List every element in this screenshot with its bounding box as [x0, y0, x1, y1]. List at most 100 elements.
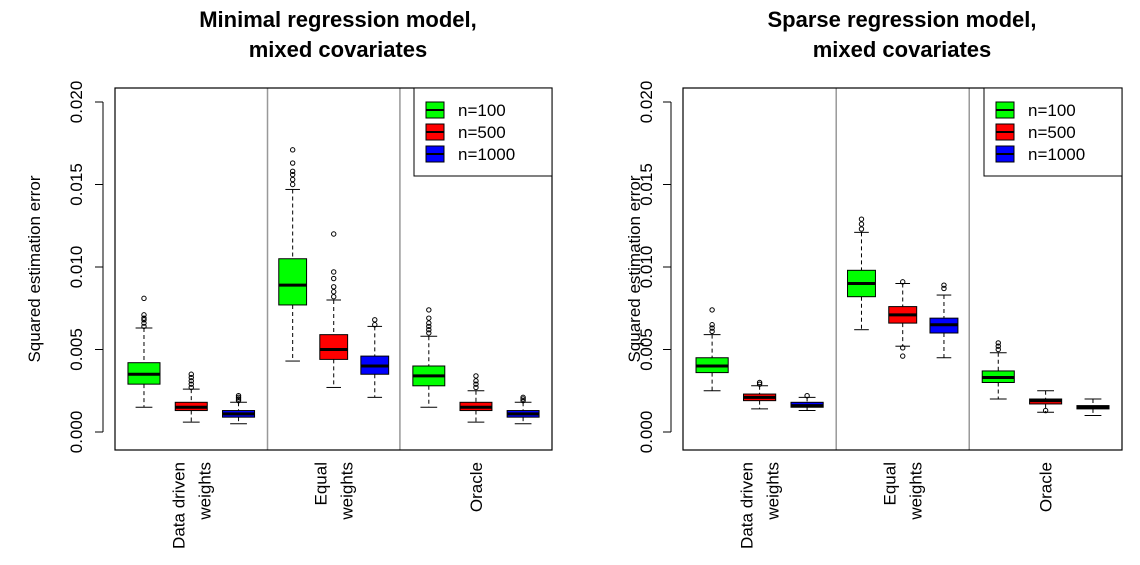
chart-title-line: mixed covariates	[249, 37, 428, 62]
outlier-point	[858, 226, 865, 232]
x-group-label: weights	[907, 462, 926, 521]
outlier-point	[520, 397, 526, 404]
outlier-point	[289, 171, 296, 178]
plot-frame	[682, 87, 1123, 451]
legend-label: n=500	[1028, 123, 1076, 142]
outlier-point	[426, 330, 432, 336]
outlier-point	[1042, 407, 1049, 414]
outlier-point	[289, 160, 296, 166]
box-n500	[1029, 390, 1063, 414]
outlier-point	[900, 279, 906, 285]
box-n1000	[790, 393, 824, 412]
y-tick-label: 0.000	[67, 411, 86, 454]
outlier-point	[331, 231, 337, 237]
outlier-point	[426, 307, 432, 313]
outlier-point	[141, 295, 147, 302]
outlier-point	[188, 371, 194, 377]
outlier-point	[235, 396, 242, 402]
chart-title-line: mixed covariates	[813, 37, 992, 62]
outlier-point	[900, 353, 906, 359]
box-n500	[174, 371, 208, 423]
box-n100	[847, 216, 876, 331]
box-n1000	[506, 394, 540, 425]
outlier-point	[331, 294, 337, 300]
outlier-point	[141, 320, 147, 326]
outlier-point	[941, 285, 947, 292]
outlier-point	[995, 340, 1001, 346]
x-group-label: weights	[338, 462, 357, 521]
box-n100	[127, 295, 161, 408]
outlier-point	[709, 322, 715, 328]
outlier-point	[289, 168, 296, 175]
outlier-point	[520, 394, 526, 401]
outlier-point	[235, 397, 242, 404]
box-n500	[888, 279, 918, 359]
box-n500	[319, 231, 349, 388]
x-group-label: weights	[195, 462, 214, 521]
outlier-point	[188, 374, 194, 381]
outlier-point	[188, 378, 194, 384]
y-axis-label: Squared estimation error	[25, 175, 44, 362]
outlier-point	[331, 275, 337, 282]
legend-label: n=100	[458, 101, 506, 120]
outlier-point	[235, 394, 242, 401]
chart-title-line: Sparse regression model,	[768, 7, 1037, 32]
box-n1000	[222, 393, 256, 425]
y-tick-label: 0.005	[637, 328, 656, 371]
outlier-point	[289, 147, 296, 153]
outlier-point	[900, 345, 906, 351]
box-n500	[743, 379, 777, 410]
box-n1000	[360, 317, 390, 398]
y-tick-label: 0.000	[637, 411, 656, 454]
outlier-point	[331, 289, 337, 295]
outlier-point	[141, 317, 147, 323]
chart-title-line: Minimal regression model,	[199, 7, 477, 32]
x-group-label: Data driven	[169, 462, 188, 549]
outlier-point	[473, 381, 479, 387]
box-n100	[412, 307, 446, 408]
legend-label: n=1000	[1028, 145, 1085, 164]
box-n1000	[929, 282, 959, 359]
box-n1000	[1076, 398, 1110, 416]
y-tick-label: 0.005	[67, 328, 86, 371]
x-group-label: Equal	[881, 462, 900, 505]
outlier-point	[426, 315, 432, 321]
outlier-point	[995, 346, 1001, 353]
outlier-point	[709, 307, 715, 313]
outlier-point	[858, 216, 865, 222]
outlier-point	[289, 176, 296, 183]
y-tick-label: 0.020	[67, 81, 86, 124]
x-group-label: Oracle	[1037, 462, 1056, 512]
x-group-label: Oracle	[467, 462, 486, 512]
legend-label: n=1000	[458, 145, 515, 164]
outlier-point	[756, 381, 763, 387]
outlier-point	[473, 373, 479, 379]
box-iqr	[278, 258, 308, 306]
outlier-point	[941, 282, 947, 288]
panel-minimal-model: Minimal regression model, mixed covariate…	[25, 7, 553, 549]
panel-sparse-model: Sparse regression model, mixed covariates…	[625, 7, 1123, 549]
outlier-point	[804, 393, 810, 399]
x-group-label: weights	[764, 462, 783, 521]
outlier-point	[141, 323, 147, 330]
outlier-point	[756, 379, 763, 386]
box-n100	[278, 147, 308, 362]
box-n500	[459, 373, 493, 423]
outlier-point	[331, 284, 337, 290]
outlier-point	[331, 269, 337, 275]
outlier-point	[995, 343, 1001, 349]
outlier-point	[426, 323, 432, 330]
y-tick-label: 0.015	[637, 163, 656, 206]
y-tick-label: 0.010	[637, 246, 656, 289]
outlier-point	[473, 378, 479, 384]
x-group-label: Data driven	[738, 462, 757, 549]
y-tick-label: 0.015	[67, 163, 86, 206]
y-tick-label: 0.020	[637, 81, 656, 124]
outlier-point	[141, 312, 147, 318]
outlier-point	[141, 315, 147, 321]
outlier-point	[858, 221, 865, 227]
outlier-point	[372, 322, 378, 328]
outlier-point	[709, 325, 715, 331]
outlier-point	[520, 396, 526, 402]
outlier-point	[188, 384, 194, 391]
